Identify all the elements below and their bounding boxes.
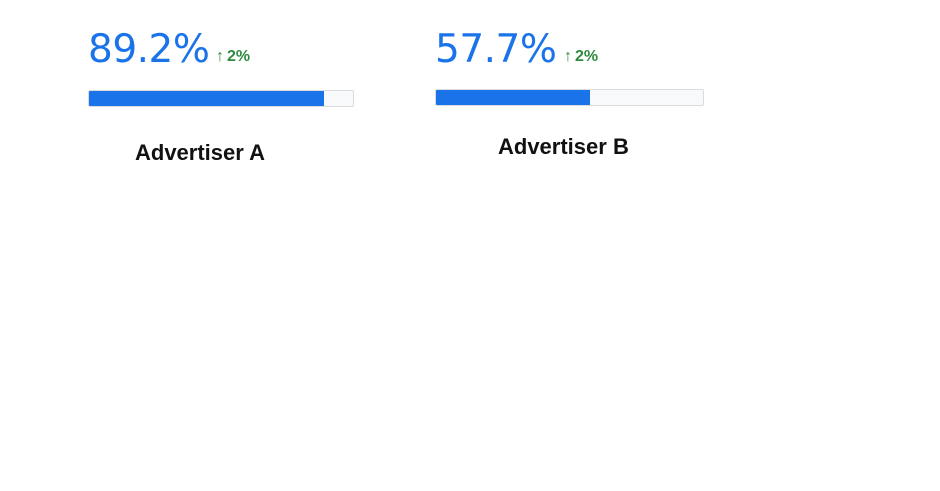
advertiser-label: Advertiser B <box>498 134 629 159</box>
progress-fill <box>89 91 325 106</box>
advertiser-label: Advertiser A <box>135 140 266 165</box>
metric-value: 89.2% <box>88 27 210 72</box>
delta-value: 2% <box>227 48 251 65</box>
delta-indicator: ↑ 2% <box>564 48 598 66</box>
advertiser-a-card: 89.2% ↑ 2% Advertiser A <box>88 30 358 180</box>
arrow-up-icon: ↑ <box>216 48 224 65</box>
arrow-up-icon: ↑ <box>564 48 572 65</box>
metric-row: 57.7% ↑ 2% <box>435 30 705 80</box>
metric-row: 89.2% ↑ 2% <box>88 30 358 80</box>
advertiser-b-card: 57.7% ↑ 2% Advertiser B <box>435 30 705 180</box>
delta-indicator: ↑ 2% <box>216 48 250 66</box>
metric-value: 57.7% <box>435 27 557 72</box>
progress-fill <box>436 90 591 105</box>
progress-bar <box>88 90 354 107</box>
delta-value: 2% <box>575 48 599 65</box>
progress-bar <box>435 89 704 106</box>
